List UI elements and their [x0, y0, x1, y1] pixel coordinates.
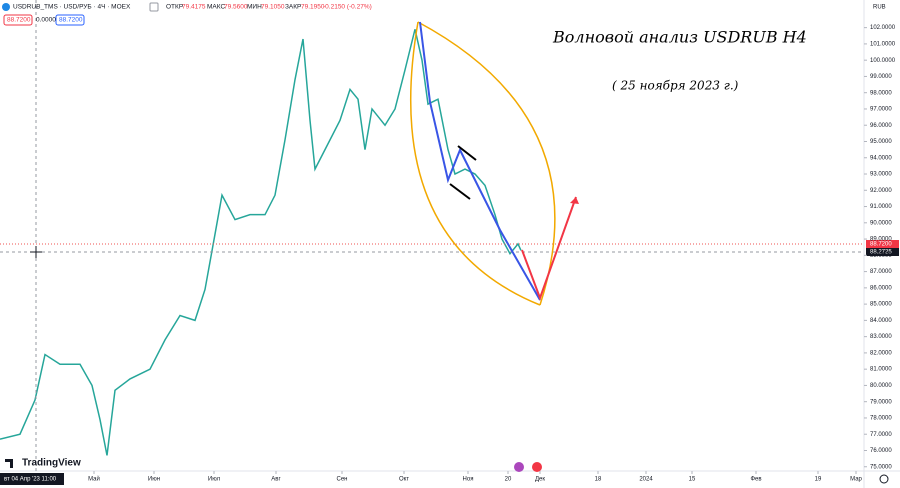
x-tick-label: Мар: [850, 477, 862, 483]
y-tick-label: 81.0000: [870, 367, 892, 373]
crosshair-price-label: 88.2725: [870, 250, 892, 256]
y-tick-label: 75.0000: [870, 464, 892, 470]
bid: 88.7200: [7, 17, 31, 24]
bid-box[interactable]: [3, 14, 33, 26]
x-tick-label: 2024: [639, 477, 653, 483]
channel-line: [449, 183, 471, 200]
forecast-arrow: [521, 196, 577, 301]
spread: 0.0000: [36, 17, 56, 24]
x-tick-label: 19: [815, 477, 822, 483]
y-tick-label: 83.0000: [870, 334, 892, 340]
event-icon[interactable]: [532, 462, 542, 472]
x-tick-label: Май: [88, 476, 100, 483]
change: -0.2150 (-0.27%): [323, 4, 372, 11]
x-tick-label: 18: [595, 477, 602, 483]
settings-button[interactable]: [879, 474, 889, 484]
x-tick-label: Июл: [208, 477, 221, 483]
close-value: 79.1950: [301, 4, 325, 11]
x-tick-label: Фев: [750, 477, 761, 483]
compare-button[interactable]: [149, 2, 159, 12]
channel-line: [457, 145, 477, 161]
wave-line: [419, 21, 541, 301]
y-tick-label: 87.0000: [870, 269, 892, 275]
y-tick-label: 99.0000: [870, 74, 892, 80]
y-tick-label: 80.0000: [870, 383, 892, 389]
x-tick-label: Июн: [148, 477, 160, 483]
ask-box[interactable]: [55, 14, 85, 26]
y-tick-label: 97.0000: [870, 107, 892, 113]
close-label: ЗАКР: [285, 4, 301, 11]
y-tick-label: 88.0000: [870, 253, 892, 259]
y-tick-label: 76.0000: [870, 448, 892, 454]
y-tick-label: 101.0000: [870, 41, 896, 47]
symbol[interactable]: USDRUB_TMS · USD/РУБ · 4Ч · MOEX: [13, 4, 131, 11]
y-tick-label: 94.0000: [870, 155, 892, 161]
x-tick-label: Ноя: [463, 477, 474, 483]
x-tick-label: 15: [689, 477, 696, 483]
x-tick-label: Окт: [399, 477, 409, 483]
y-tick-label: 100.0000: [870, 58, 896, 64]
crosshair-time-label: вт 04 Апр '23 11:00: [4, 477, 57, 483]
y-tick-label: 77.0000: [870, 432, 892, 438]
x-tick-label: Дек: [535, 477, 545, 483]
x-tick-label: Сен: [337, 477, 348, 483]
y-tick-label: 82.0000: [870, 350, 892, 356]
price-line-series: [0, 29, 522, 456]
y-tick-label: 91.0000: [870, 204, 892, 210]
arrow-head: [570, 197, 579, 204]
y-tick-label: 96.0000: [870, 123, 892, 129]
x-tick-label: 20: [505, 477, 512, 483]
currency[interactable]: RUB: [873, 5, 886, 11]
y-tick-label: 89.0000: [870, 237, 892, 243]
y-tick-label: 86.0000: [870, 285, 892, 291]
low-label: МИН: [247, 4, 262, 11]
price-tag: [866, 240, 899, 248]
logo-icon: [5, 459, 13, 468]
y-tick-label: 85.0000: [870, 302, 892, 308]
plot: [0, 29, 522, 456]
crosshair-time-tag: [0, 473, 64, 485]
ask: 88.7200: [59, 17, 83, 24]
event-icon[interactable]: [514, 462, 524, 472]
open-label: ОТКР: [166, 4, 183, 11]
price-tag-label: 88.7200: [870, 242, 892, 248]
chart-title: Волновой анализ USDRUB H4: [552, 28, 807, 47]
y-tick-label: 102.0000: [870, 25, 896, 31]
high-value: 79.5600: [224, 4, 248, 11]
y-tick-label: 84.0000: [870, 318, 892, 324]
high-label: МАКС: [207, 4, 225, 11]
symbol-icon: [2, 3, 10, 11]
open-value: 79.4175: [182, 4, 206, 11]
crosshair-cursor: [30, 246, 42, 258]
low-value: 79.1050: [261, 4, 285, 11]
chart-subtitle: ( 25 ноября 2023 г.): [612, 79, 739, 93]
y-tick-label: 79.0000: [870, 399, 892, 405]
y-tick-label: 93.0000: [870, 172, 892, 178]
arc: [417, 21, 556, 306]
crosshair-price-tag: [866, 248, 899, 256]
arc: [409, 21, 541, 306]
y-tick-label: 98.0000: [870, 90, 892, 96]
y-tick-label: 78.0000: [870, 416, 892, 422]
y-tick-label: 90.0000: [870, 220, 892, 226]
logo[interactable]: TradingView: [22, 458, 81, 469]
y-tick-label: 95.0000: [870, 139, 892, 145]
x-tick-label: Авг: [271, 477, 281, 483]
y-tick-label: 92.0000: [870, 188, 892, 194]
